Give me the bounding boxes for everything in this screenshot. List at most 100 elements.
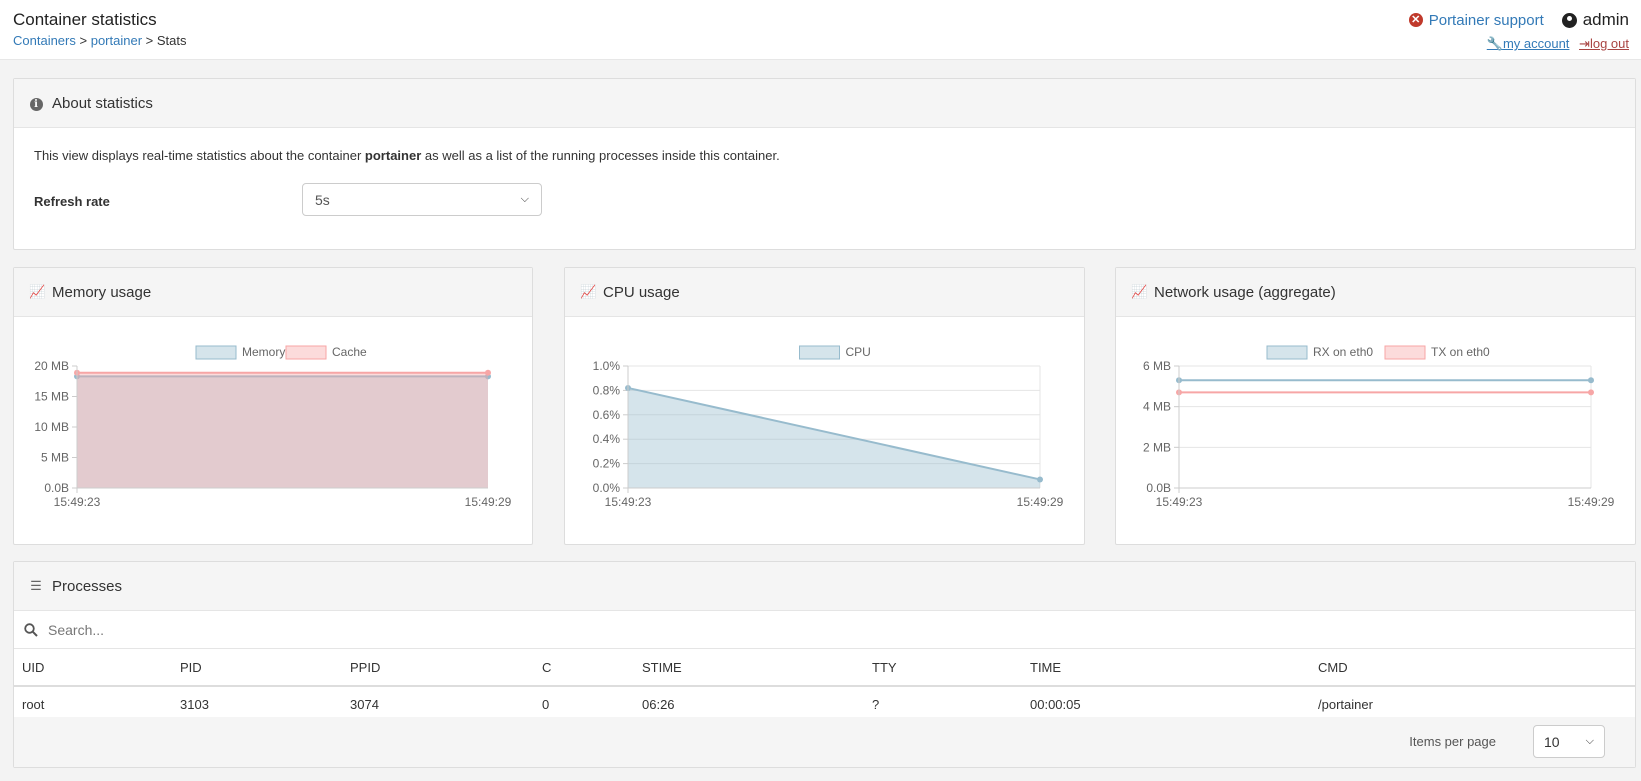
data-point	[1037, 476, 1043, 483]
items-per-page-select[interactable]: 10 ⌵	[1533, 725, 1605, 758]
data-point	[1588, 389, 1594, 396]
column-header-stime[interactable]: STIME	[634, 649, 864, 687]
user-circle-icon	[1561, 12, 1577, 28]
search-bar	[14, 611, 1635, 649]
breadcrumb-current: Stats	[156, 33, 187, 48]
y-tick-label: 0.0B	[44, 481, 69, 495]
processes-table: UID PID PPID C STIME TTY TIME CMD root 3…	[14, 649, 1635, 723]
page-title: Container statistics	[13, 10, 157, 29]
legend-label: CPU	[846, 345, 871, 359]
breadcrumb-containers-link[interactable]: Containers	[13, 33, 76, 48]
table-header-row: UID PID PPID C STIME TTY TIME CMD	[14, 649, 1635, 687]
top-bar: Container statistics Containers > portai…	[0, 0, 1641, 60]
user-menu: admin	[1561, 10, 1629, 30]
list-icon: ☰	[30, 578, 42, 593]
username: admin	[1582, 10, 1629, 29]
memory-usage-panel: 📈 Memory usage Memory Cache 0.0B 5 MB 10 MB 1…	[13, 267, 533, 545]
y-tick-label: 15 MB	[34, 390, 69, 404]
area-chart-icon: 📈	[1131, 284, 1148, 299]
memory-panel-title: Memory usage	[52, 283, 152, 301]
portainer-support-link[interactable]: ✕ Portainer support	[1408, 12, 1544, 29]
y-tick-label: 0.2%	[593, 457, 621, 471]
legend-swatch	[1384, 345, 1426, 360]
x-tick-label: 15:49:29	[1017, 495, 1064, 509]
items-per-page-label: Items per page	[1409, 734, 1496, 749]
cell-uid: root	[14, 686, 172, 723]
y-tick-label: 5 MB	[41, 451, 69, 465]
close-circle-icon: ✕	[1408, 13, 1423, 27]
y-tick-label: 6 MB	[1143, 359, 1171, 373]
data-point	[1588, 377, 1594, 384]
legend-swatch	[195, 345, 237, 360]
x-tick-label: 15:49:29	[1568, 495, 1615, 509]
column-header-cmd[interactable]: CMD	[1310, 649, 1635, 687]
container-name: portainer	[364, 148, 422, 163]
column-header-c[interactable]: C	[534, 649, 634, 687]
x-tick-label: 15:49:23	[1156, 495, 1203, 509]
memory-panel-header: 📈 Memory usage	[14, 268, 532, 317]
column-header-tty[interactable]: TTY	[864, 649, 1022, 687]
network-chart: RX on eth0 TX on eth0 0.0B 2 MB 4 MB 6 MB 15:4…	[1143, 345, 1615, 509]
column-header-pid[interactable]: PID	[172, 649, 342, 687]
search-icon	[24, 622, 38, 637]
area-chart-icon: 📈	[580, 284, 597, 299]
y-tick-label: 20 MB	[34, 359, 69, 373]
search-input[interactable]	[48, 621, 648, 638]
legend-label: Cache	[332, 345, 367, 359]
table-row: root 3103 3074 0 06:26 ? 00:00:05 /porta…	[14, 686, 1635, 723]
series-line	[627, 386, 1041, 481]
series-area	[77, 372, 488, 488]
chart-legend: RX on eth0 TX on eth0	[1266, 345, 1490, 360]
y-tick-label: 1.0%	[593, 359, 621, 373]
series-area	[77, 376, 488, 488]
network-panel-header: 📈 Network usage (aggregate)	[1116, 268, 1635, 317]
table-footer: Items per page 10 ⌵	[14, 717, 1635, 767]
chart-legend: Memory Cache	[195, 345, 367, 360]
cell-pid: 3103	[172, 686, 342, 723]
refresh-rate-label: Refresh rate	[34, 194, 110, 209]
series-area	[628, 387, 1040, 488]
breadcrumb: Containers > portainer > Stats	[13, 33, 187, 48]
refresh-rate-select[interactable]: 5s ⌵	[302, 183, 542, 216]
cpu-panel-header: 📈 CPU usage	[565, 268, 1084, 317]
y-tick-label: 0.8%	[593, 383, 621, 397]
column-header-ppid[interactable]: PPID	[342, 649, 534, 687]
cpu-chart: CPU 0.0% 0.2% 0.4% 0.6% 0.8% 1.0% 15:49:23 15:49…	[593, 345, 1064, 509]
cpu-panel-title: CPU usage	[603, 283, 680, 301]
about-statistics-panel: i About statistics This view displays re…	[13, 78, 1636, 250]
chevron-down-icon: ⌵	[520, 193, 529, 205]
y-tick-label: 10 MB	[34, 420, 69, 434]
network-panel-title: Network usage (aggregate)	[1154, 283, 1336, 301]
sign-out-icon: ⇥	[1579, 36, 1590, 51]
chart-legend: CPU	[799, 345, 871, 360]
cell-stime: 06:26	[634, 686, 864, 723]
x-tick-label: 15:49:23	[605, 495, 652, 509]
legend-swatch	[1266, 345, 1308, 360]
x-tick-label: 15:49:23	[54, 495, 101, 509]
x-tick-label: 15:49:29	[465, 495, 512, 509]
breadcrumb-portainer-link[interactable]: portainer	[90, 33, 143, 48]
cell-cmd: /portainer	[1310, 686, 1635, 723]
cpu-usage-panel: 📈 CPU usage CPU 0.0% 0.2% 0.4% 0.6% 0.8% 1.0% 1…	[564, 267, 1085, 545]
about-panel-title: About statistics	[52, 94, 153, 112]
log-out-link[interactable]: ⇥log out	[1579, 36, 1629, 51]
y-tick-label: 4 MB	[1143, 400, 1171, 414]
processes-panel-header: ☰ Processes	[14, 562, 1635, 611]
y-tick-label: 0.4%	[593, 432, 621, 446]
legend-label: TX on eth0	[1431, 345, 1490, 359]
network-usage-panel: 📈 Network usage (aggregate) RX on eth0 TX…	[1115, 267, 1636, 545]
legend-swatch	[799, 345, 840, 360]
about-panel-header: i About statistics	[14, 79, 1635, 128]
y-tick-label: 2 MB	[1143, 440, 1171, 454]
data-point	[485, 369, 491, 376]
cell-tty: ?	[864, 686, 1022, 723]
column-header-time[interactable]: TIME	[1022, 649, 1310, 687]
legend-swatch	[285, 345, 327, 360]
my-account-link[interactable]: 🔧my account	[1486, 36, 1570, 51]
column-header-uid[interactable]: UID	[14, 649, 172, 687]
legend-label: RX on eth0	[1313, 345, 1373, 359]
memory-chart: Memory Cache 0.0B 5 MB 10 MB 15 MB 20 MB 15:49:…	[34, 345, 512, 509]
y-tick-label: 0.6%	[593, 408, 621, 422]
info-icon: i	[29, 98, 43, 111]
processes-panel: ☰ Processes UID PID PPID C STIME TTY TIM…	[13, 561, 1636, 768]
